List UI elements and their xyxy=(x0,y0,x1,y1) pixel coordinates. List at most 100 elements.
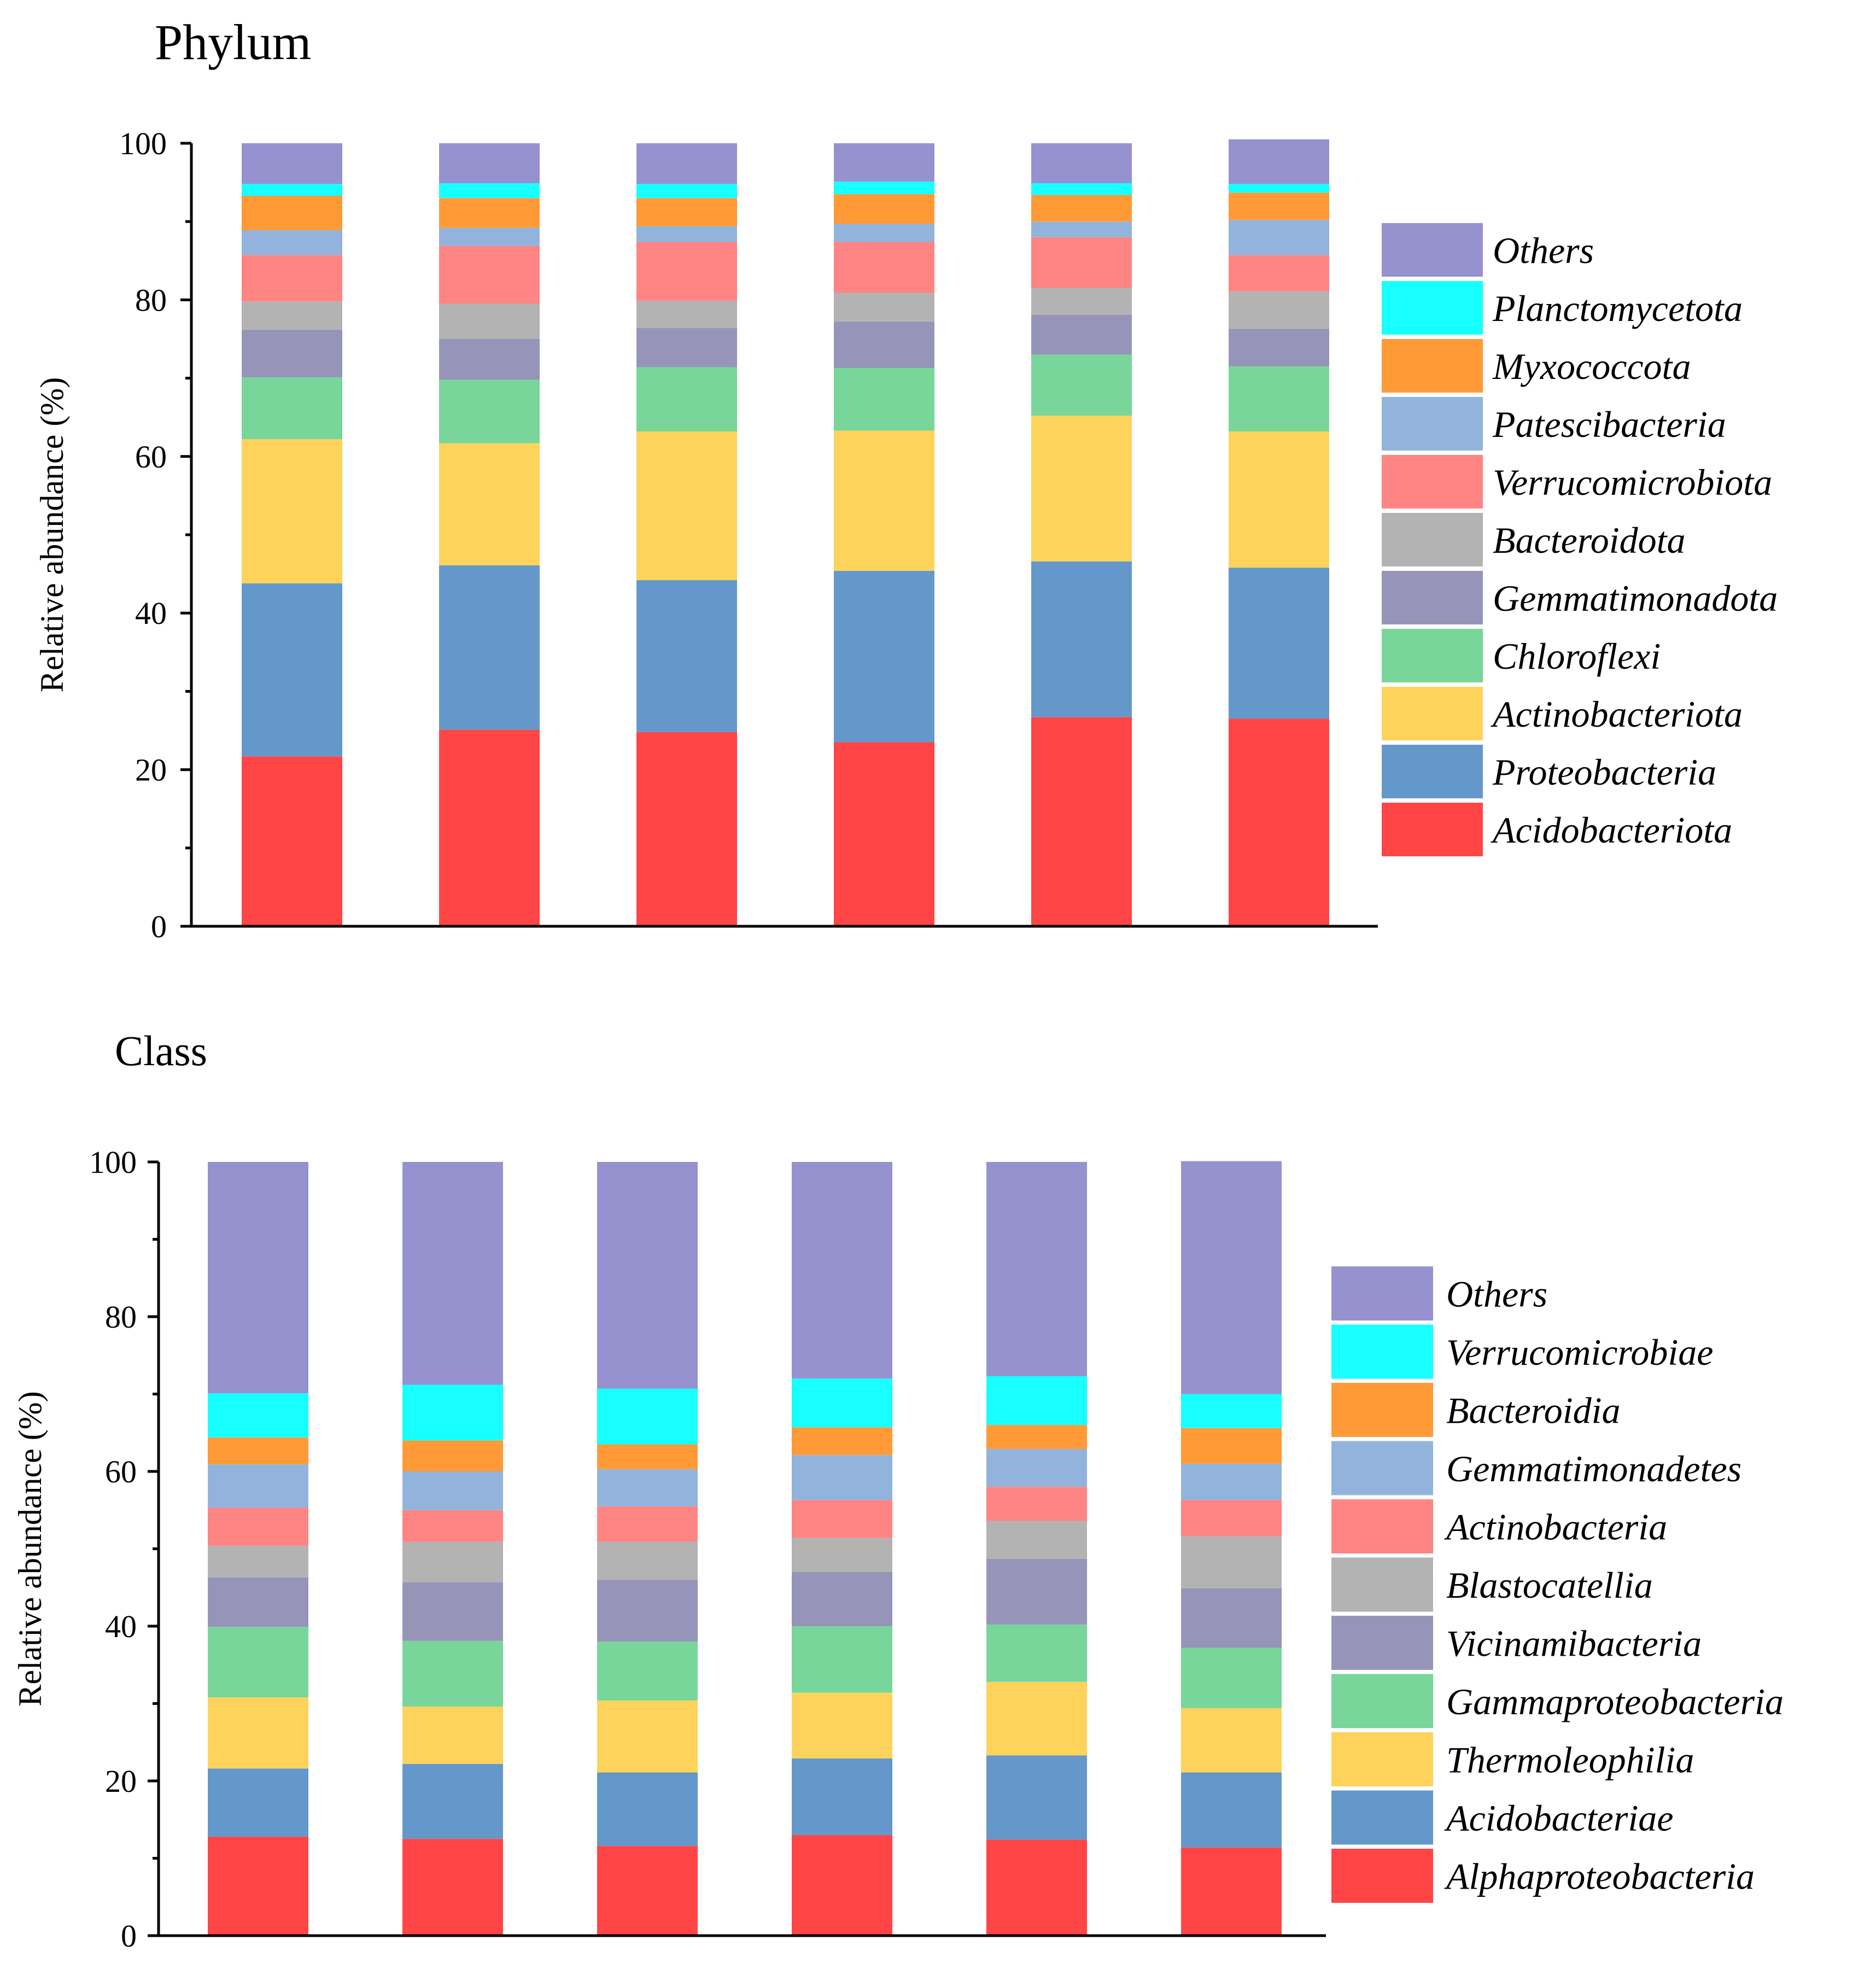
legend-label-acidobacteriota: Acidobacteriota xyxy=(1491,809,1732,851)
chart-title: Class xyxy=(115,1027,207,1074)
bar-proteobacteria-5 xyxy=(1031,561,1132,717)
legend-label-vicinamibacteria: Vicinamibacteria xyxy=(1446,1623,1702,1664)
legend-swatch-bacteroidota xyxy=(1382,513,1483,566)
bar-others-3 xyxy=(636,143,737,184)
legend-label-acidobacteriae: Acidobacteriae xyxy=(1444,1797,1673,1839)
bar-chloroflexi-5 xyxy=(1031,354,1132,416)
bar-alphaproteobacteria-3 xyxy=(597,1845,698,1936)
bar-others-2 xyxy=(402,1162,503,1385)
bar-alphaproteobacteria-4 xyxy=(792,1835,892,1936)
y-tick-label-80: 80 xyxy=(105,1299,137,1335)
bar-others-6 xyxy=(1229,139,1329,184)
bar-myxococcota-4 xyxy=(834,194,934,224)
bar-verrucomicrobiae-1 xyxy=(208,1393,308,1438)
bar-alphaproteobacteria-6 xyxy=(1181,1847,1282,1936)
bar-actinobacteria-6 xyxy=(1181,1500,1282,1536)
bar-proteobacteria-2 xyxy=(439,565,540,730)
bar-others-3 xyxy=(597,1162,698,1389)
legend-swatch-chloroflexi xyxy=(1382,629,1483,682)
bar-chloroflexi-3 xyxy=(636,367,737,431)
bar-others-4 xyxy=(834,143,934,182)
bar-gemmatimonadota-3 xyxy=(636,328,737,367)
bar-acidobacteriae-6 xyxy=(1181,1772,1282,1848)
bar-verrucomicrobiae-2 xyxy=(402,1384,503,1441)
bar-blastocatellia-6 xyxy=(1181,1536,1282,1588)
bar-verrucomicrobiota-4 xyxy=(834,242,934,293)
bar-planctomycetota-6 xyxy=(1229,184,1329,193)
bar-thermoleophilia-5 xyxy=(986,1681,1087,1756)
bar-planctomycetota-3 xyxy=(636,184,737,198)
bar-blastocatellia-4 xyxy=(792,1538,892,1572)
bar-chloroflexi-6 xyxy=(1229,366,1329,431)
legend-swatch-vicinamibacteria xyxy=(1331,1616,1433,1670)
bar-patescibacteria-6 xyxy=(1229,220,1329,255)
legend-swatch-planctomycetota xyxy=(1382,281,1483,335)
bar-actinobacteria-3 xyxy=(597,1506,698,1542)
bar-vicinamibacteria-5 xyxy=(986,1558,1087,1625)
bar-thermoleophilia-4 xyxy=(792,1692,892,1758)
bar-actinobacteriota-3 xyxy=(636,431,737,581)
bar-verrucomicrobiae-4 xyxy=(792,1378,892,1428)
legend-label-others: Others xyxy=(1493,230,1594,271)
bar-patescibacteria-2 xyxy=(439,227,540,246)
legend-label-actinobacteria: Actinobacteria xyxy=(1444,1506,1667,1548)
bar-proteobacteria-6 xyxy=(1229,568,1329,719)
legend-label-blastocatellia: Blastocatellia xyxy=(1446,1564,1653,1606)
bar-acidobacteriae-5 xyxy=(986,1755,1087,1840)
bar-proteobacteria-1 xyxy=(242,583,342,757)
bar-bacteroidota-3 xyxy=(636,300,737,328)
bar-gammaproteobacteria-6 xyxy=(1181,1647,1282,1708)
bar-others-4 xyxy=(792,1162,892,1379)
bar-alphaproteobacteria-2 xyxy=(402,1839,503,1936)
bar-others-1 xyxy=(208,1162,308,1394)
bar-acidobacteriae-4 xyxy=(792,1758,892,1836)
legend-label-bacteroidota: Bacteroidota xyxy=(1493,519,1686,561)
class-panel: Class Relative abundance (%) 0 20 40 60 80 100 O… xyxy=(12,1027,1784,1954)
bar-vicinamibacteria-6 xyxy=(1181,1588,1282,1648)
bar-acidobacteriae-3 xyxy=(597,1772,698,1846)
bar-actinobacteriota-6 xyxy=(1229,431,1329,568)
bar-others-6 xyxy=(1181,1161,1282,1394)
legend-swatch-actinobacteria xyxy=(1331,1499,1433,1553)
y-tick-label-20: 20 xyxy=(105,1763,137,1799)
bar-thermoleophilia-6 xyxy=(1181,1708,1282,1773)
bar-bacteroidota-4 xyxy=(834,293,934,322)
bar-actinobacteria-4 xyxy=(792,1500,892,1538)
bar-verrucomicrobiota-6 xyxy=(1229,255,1329,291)
bar-bacteroidia-2 xyxy=(402,1440,503,1471)
bar-acidobacteriae-2 xyxy=(402,1763,503,1839)
bar-verrucomicrobiota-3 xyxy=(636,242,737,301)
legend-label-thermoleophilia: Thermoleophilia xyxy=(1446,1739,1694,1781)
legend-label-actinobacteriota: Actinobacteriota xyxy=(1491,693,1743,735)
bar-gammaproteobacteria-5 xyxy=(986,1625,1087,1682)
bar-gemmatimonadota-1 xyxy=(242,329,342,378)
y-tick-label-20: 20 xyxy=(135,752,167,788)
bar-actinobacteriota-1 xyxy=(242,439,342,583)
bar-thermoleophilia-3 xyxy=(597,1700,698,1773)
legend-swatch-verrucomicrobiota xyxy=(1382,455,1483,509)
bar-planctomycetota-5 xyxy=(1031,183,1132,195)
y-tick-label-100: 100 xyxy=(119,126,167,161)
legend-label-verrucomicrobiae: Verrucomicrobiae xyxy=(1446,1331,1713,1373)
legend-label-others: Others xyxy=(1446,1273,1547,1315)
bar-vicinamibacteria-1 xyxy=(208,1577,308,1627)
bar-blastocatellia-2 xyxy=(402,1541,503,1582)
legend-label-gemmatimonadota: Gemmatimonadota xyxy=(1493,577,1778,619)
bar-actinobacteriota-4 xyxy=(834,430,934,571)
bar-gammaproteobacteria-3 xyxy=(597,1641,698,1701)
bar-acidobacteriota-6 xyxy=(1229,718,1329,926)
bar-chloroflexi-4 xyxy=(834,367,934,431)
legend-label-proteobacteria: Proteobacteria xyxy=(1492,751,1716,793)
bar-blastocatellia-5 xyxy=(986,1521,1087,1559)
bar-planctomycetota-4 xyxy=(834,182,934,195)
chart-title: Phylum xyxy=(155,14,311,70)
legend-label-bacteroidia: Bacteroidia xyxy=(1446,1390,1621,1432)
bar-thermoleophilia-1 xyxy=(208,1697,308,1769)
legend-swatch-blastocatellia xyxy=(1331,1557,1433,1612)
bar-gemmatimonadetes-1 xyxy=(208,1464,308,1508)
legend-swatch-thermoleophilia xyxy=(1331,1732,1433,1786)
y-tick-label-40: 40 xyxy=(105,1609,137,1644)
bar-gemmatimonadetes-5 xyxy=(986,1448,1087,1487)
legend-label-planctomycetota: Planctomycetota xyxy=(1492,288,1743,329)
y-tick-label-60: 60 xyxy=(135,439,167,475)
